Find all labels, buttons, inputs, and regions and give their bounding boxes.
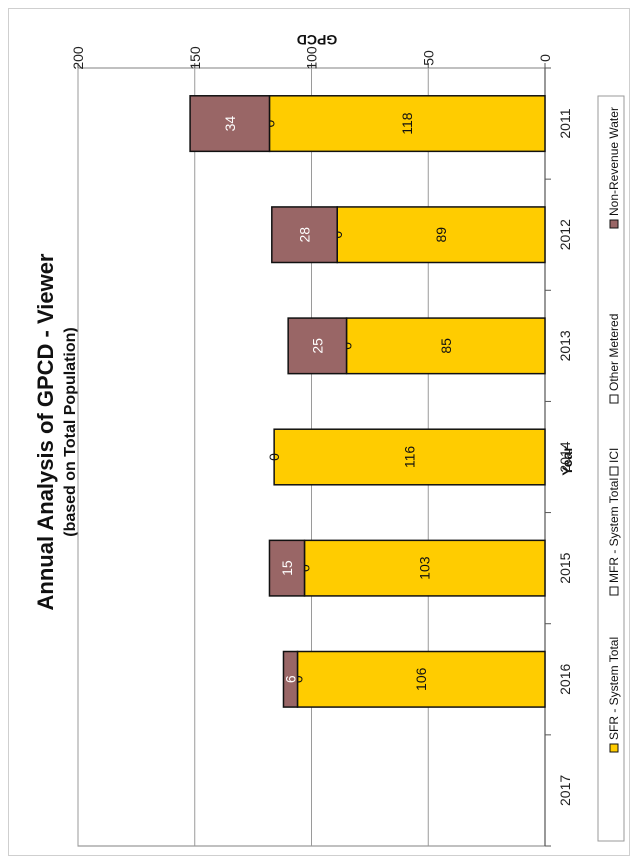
bar-segment — [282, 650, 299, 708]
y-axis-title: GPCD — [297, 32, 337, 48]
bar-segment — [303, 539, 546, 597]
data-label: 103 — [417, 556, 433, 580]
x-tick-label: 2014 — [557, 441, 573, 472]
bar-segment — [268, 95, 546, 153]
bar-segment — [271, 206, 338, 264]
bar-segment — [189, 95, 271, 153]
y-tick-label: 150 — [187, 46, 203, 70]
legend-swatch — [609, 743, 619, 753]
x-tick-label: 2012 — [557, 219, 573, 250]
legend: SFR - System Total MFR - System Total ICI O… — [597, 95, 625, 842]
legend-label: ICI — [607, 448, 621, 463]
data-label: 15 — [279, 560, 295, 576]
legend-label: Non-Revenue Water — [607, 107, 621, 216]
bar-segment — [268, 539, 306, 597]
legend-label: MFR - System Total — [607, 478, 621, 583]
data-label: 28 — [296, 227, 312, 243]
y-tick-label: 50 — [420, 50, 436, 66]
legend-swatch — [609, 586, 619, 596]
x-tick-label: 2015 — [557, 552, 573, 583]
bar-segment — [336, 206, 546, 264]
legend-label: Other Metered — [607, 314, 621, 391]
legend-label: SFR - System Total — [607, 637, 621, 740]
plot-area: 0501001502002011201220132014201520162017… — [70, 46, 573, 847]
legend-swatch — [609, 219, 619, 229]
x-tick-label: 2011 — [557, 108, 573, 138]
data-label: 118 — [399, 112, 415, 135]
data-label: 89 — [433, 227, 449, 243]
x-axis-title: Year — [559, 446, 575, 476]
bar-segment — [296, 650, 546, 708]
data-label: 34 — [222, 116, 238, 132]
y-tick-label: 200 — [70, 46, 86, 70]
legend-swatch — [609, 394, 619, 404]
data-label: 0 — [266, 453, 282, 461]
data-label: 6 — [282, 675, 298, 683]
bar-segment — [273, 428, 546, 486]
bar-segment — [287, 317, 348, 375]
chart-title: Annual Analysis of GPCD - Viewer — [33, 253, 58, 610]
y-tick-label: 100 — [304, 46, 320, 70]
x-tick-label: 2016 — [557, 664, 573, 695]
legend-swatch — [609, 466, 619, 476]
data-label: 85 — [438, 338, 454, 354]
data-label: 116 — [402, 446, 418, 469]
data-label: 25 — [309, 338, 325, 354]
x-tick-label: 2013 — [557, 330, 573, 361]
data-label: 106 — [413, 667, 429, 691]
x-tick-label: 2017 — [557, 775, 573, 806]
y-tick-label: 0 — [537, 54, 553, 62]
chart-subtitle: (based on Total Population) — [62, 327, 79, 536]
